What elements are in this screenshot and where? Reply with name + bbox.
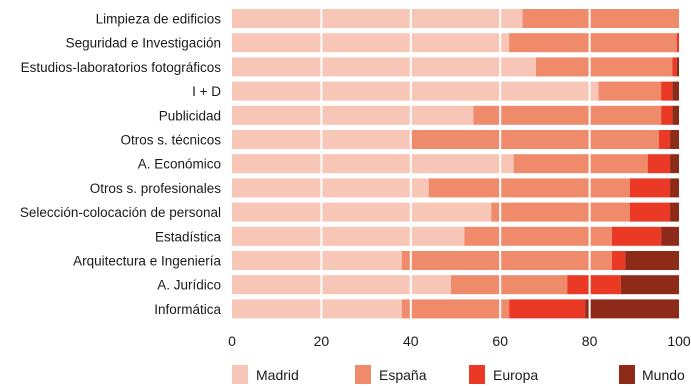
bar-segment-mundo-3: [672, 81, 679, 101]
x-tick-label-80: 80: [582, 333, 598, 349]
bar-segment-españa-3: [598, 81, 662, 101]
category-label-6: A. Económico: [138, 157, 221, 172]
bar-segment-españa-5: [410, 130, 659, 149]
x-tick-labels-group: 0 20 40 60 80 100: [228, 333, 691, 349]
category-label-0: Limpieza de edificios: [96, 12, 222, 27]
legend-label-europa: Europa: [493, 367, 538, 383]
bar-segment-españa-12: [401, 299, 510, 319]
category-label-12: Informática: [154, 302, 221, 317]
category-label-8: Selección-colocación de personal: [20, 205, 221, 220]
bar-segment-mundo-10: [625, 251, 679, 270]
gridlines-group: [320, 7, 591, 321]
bar-segment-españa-1: [509, 33, 677, 53]
x-tick-label-100: 100: [667, 333, 691, 349]
legend-label-españa: España: [379, 367, 427, 383]
x-tick-label-60: 60: [492, 333, 508, 349]
bar-segment-europa-9: [611, 226, 662, 246]
bar-segment-europa-5: [658, 130, 671, 149]
bar-segment-madrid-0: [232, 9, 523, 28]
bar-segment-madrid-4: [232, 105, 474, 125]
bar-segment-madrid-10: [232, 251, 402, 270]
bar-segment-europa-4: [661, 105, 673, 125]
bar-segment-europa-1: [676, 33, 679, 53]
bar-segment-españa-2: [535, 57, 673, 77]
bar-segment-mundo-4: [672, 105, 679, 125]
bar-segment-madrid-8: [232, 202, 492, 222]
bar-segment-mundo-7: [670, 178, 679, 198]
bar-segment-madrid-11: [232, 275, 452, 295]
category-label-9: Estadística: [155, 229, 222, 244]
bar-segment-españa-8: [491, 202, 630, 222]
bar-segment-europa-12: [509, 299, 586, 319]
bar-segment-españa-4: [473, 105, 662, 125]
bar-segment-europa-11: [567, 275, 621, 295]
legend-label-madrid: Madrid: [256, 367, 299, 383]
bar-segment-mundo-5: [670, 130, 679, 149]
bars-group: [232, 9, 679, 319]
category-label-1: Seguridad e Investigación: [66, 36, 221, 51]
x-tick-label-40: 40: [403, 333, 419, 349]
category-label-3: I + D: [192, 84, 221, 99]
bar-segment-europa-7: [629, 178, 671, 198]
bar-segment-madrid-7: [232, 178, 429, 198]
bar-segment-europa-2: [672, 57, 677, 77]
bar-segment-europa-8: [629, 202, 671, 222]
bar-segment-madrid-1: [232, 33, 510, 53]
legend-swatch-mundo: [619, 365, 635, 384]
category-labels-group: Limpieza de edificios Seguridad e Investi…: [20, 12, 222, 317]
bar-segment-madrid-6: [232, 154, 514, 174]
bar-segment-mundo-11: [620, 275, 679, 295]
category-label-4: Publicidad: [159, 108, 221, 123]
bar-segment-españa-6: [513, 154, 648, 174]
legend-swatch-europa: [469, 365, 485, 384]
category-label-7: Otros s. profesionales: [90, 181, 222, 196]
bar-segment-españa-10: [401, 251, 612, 270]
category-label-5: Otros s. técnicos: [120, 133, 221, 148]
legend-swatch-madrid: [232, 365, 248, 384]
bar-segment-madrid-2: [232, 57, 536, 77]
bar-segment-europa-10: [611, 251, 626, 270]
bar-segment-madrid-9: [232, 226, 465, 246]
category-label-11: A. Jurídico: [157, 278, 221, 293]
bar-segment-mundo-9: [661, 226, 679, 246]
category-label-2: Estudios-laboratorios fotográficos: [21, 60, 222, 75]
bar-segment-europa-6: [647, 154, 671, 174]
bar-segment-madrid-3: [232, 81, 599, 101]
bar-segment-mundo-8: [670, 202, 679, 222]
bar-segment-mundo-12: [585, 299, 679, 319]
category-label-10: Arquitectura e Ingeniería: [73, 254, 221, 269]
bar-segment-españa-9: [464, 226, 612, 246]
x-tick-label-20: 20: [314, 333, 330, 349]
bar-segment-españa-7: [428, 178, 630, 198]
legend-swatch-españa: [355, 365, 371, 384]
bar-segment-europa-3: [661, 81, 673, 101]
bar-segment-españa-0: [522, 9, 679, 28]
bar-segment-mundo-6: [670, 154, 679, 174]
legend-label-mundo: Mundo: [642, 367, 685, 383]
bar-segment-madrid-12: [232, 299, 402, 319]
bar-segment-mundo-2: [676, 57, 679, 77]
legend: Madrid España Europa Mundo: [232, 365, 685, 384]
bar-segment-españa-11: [451, 275, 568, 295]
x-tick-label-0: 0: [228, 333, 236, 349]
